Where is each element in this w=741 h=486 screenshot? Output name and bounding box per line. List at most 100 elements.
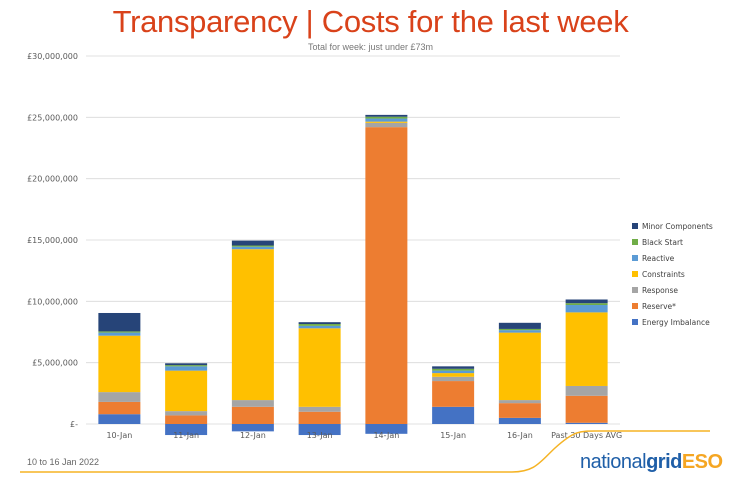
bar-segment-constraints (298, 328, 341, 407)
bar-segment-energy-imbalance (98, 414, 141, 424)
legend-item: Response (632, 282, 713, 298)
legend-swatch-icon (632, 223, 638, 229)
legend-label: Minor Components (642, 221, 713, 231)
chart-subtitle: Total for week: just under £73m (307, 42, 434, 52)
bar-segment-reactive (565, 305, 608, 313)
bar-segment-energy-imbalance (298, 424, 341, 436)
bar-segment-reactive (498, 330, 541, 333)
bar-segment-reserve (165, 415, 208, 424)
bar-segment-energy-imbalance (231, 424, 274, 432)
bar-segment-energy-imbalance (365, 424, 408, 434)
bar-segment-response (231, 400, 274, 407)
legend-swatch-icon (632, 271, 638, 277)
legend-label: Reserve* (642, 301, 676, 311)
bar-segment-black-start (565, 303, 608, 306)
x-tick-label: 12-Jan (240, 431, 266, 440)
x-tick-label: 10-Jan (106, 431, 132, 440)
legend-label: Response (642, 285, 679, 295)
bar-segment-reactive (98, 332, 141, 336)
bar-segment-energy-imbalance (432, 406, 475, 424)
gridlines (86, 55, 620, 425)
logo-grid: grid (646, 451, 682, 473)
legend-swatch-icon (632, 239, 638, 245)
bar-segment-minor-components (231, 240, 274, 246)
bar-segment-minor-components (565, 299, 608, 304)
legend-item: Black Start (632, 234, 713, 250)
legend: Minor Components Black Start Reactive Const… (632, 218, 713, 330)
bar-segment-black-start (498, 328, 541, 331)
legend-item: Minor Components (632, 218, 713, 234)
bar-segment-response (165, 411, 208, 416)
bar-segment-response (565, 385, 608, 396)
y-tick-label: £10,000,000 (27, 297, 78, 306)
legend-label: Black Start (642, 237, 683, 247)
y-tick-label: £20,000,000 (27, 175, 78, 184)
bar-segment-response (365, 122, 408, 128)
legend-item: Reactive (632, 250, 713, 266)
bar-segment-black-start (231, 245, 274, 247)
logo-eso: ESO (681, 451, 723, 473)
bar-segment-reserve (365, 127, 408, 424)
logo-national: national (580, 451, 647, 473)
bar-segment-energy-imbalance (165, 424, 208, 436)
bar-segment-energy-imbalance (498, 417, 541, 424)
y-tick-label: £25,000,000 (27, 113, 78, 122)
x-tick-label: 16-Jan (507, 431, 533, 440)
bar-segment-black-start (432, 368, 475, 371)
legend-swatch-icon (632, 319, 638, 325)
bar-segment-minor-components (498, 322, 541, 329)
bar-segment-reactive (231, 246, 274, 250)
bar-segment-response (98, 392, 141, 402)
y-tick-label: £15,000,000 (27, 236, 78, 245)
bar-segment-constraints (165, 370, 208, 412)
legend-swatch-icon (632, 303, 638, 309)
legend-item: Constraints (632, 266, 713, 282)
bar-segment-reserve (565, 395, 608, 423)
bar-segment-minor-components (432, 366, 475, 369)
legend-swatch-icon (632, 287, 638, 293)
x-tick-label: 13-Jan (307, 431, 333, 440)
bars (98, 114, 608, 436)
bar-segment-reserve (432, 381, 475, 407)
bar-segment-response (498, 400, 541, 404)
bar-segment-reserve (98, 401, 141, 415)
bar-segment-reactive (298, 325, 341, 329)
legend-item: Energy Imbalance (632, 314, 713, 330)
bar-segment-black-start (98, 331, 141, 333)
bar-segment-reactive (365, 118, 408, 122)
legend-swatch-icon (632, 255, 638, 261)
bar-segment-reserve (231, 406, 274, 424)
bar-segment-reserve (498, 403, 541, 418)
bar-segment-reactive (165, 366, 208, 371)
bar-segment-black-start (165, 365, 208, 367)
bar-segment-constraints (365, 121, 408, 123)
y-axis-ticks: £- £5,000,000 £10,000,000 £15,000,000 £20,00… (27, 52, 78, 429)
bar-segment-minor-components (298, 322, 341, 325)
bar-segment-energy-imbalance (565, 422, 608, 424)
bar-segment-constraints (565, 312, 608, 386)
legend-label: Energy Imbalance (642, 317, 710, 327)
bar-segment-reserve (298, 411, 341, 424)
x-tick-label: 15-Jan (440, 431, 466, 440)
bar-segment-response (298, 406, 341, 412)
bar-segment-minor-components (98, 312, 141, 332)
bar-segment-minor-components (165, 363, 208, 366)
x-tick-label: 11-Jan (173, 431, 199, 440)
legend-label: Constraints (642, 269, 685, 279)
bar-segment-constraints (432, 373, 475, 377)
y-tick-label: £5,000,000 (32, 359, 78, 368)
x-axis-ticks: 10-Jan 11-Jan 12-Jan 13-Jan 14-Jan 15-Jan 16-J… (106, 431, 622, 440)
bar-segment-response (432, 376, 475, 382)
bar-segment-constraints (98, 335, 141, 393)
bar-segment-minor-components (365, 114, 408, 117)
bar-segment-constraints (498, 332, 541, 401)
y-tick-label: £30,000,000 (27, 52, 78, 61)
x-tick-label: Past 30 Days AVG (551, 431, 622, 440)
legend-label: Reactive (642, 253, 675, 263)
national-grid-eso-logo: nationalgridESO (580, 451, 723, 474)
chart-title: Transparency | Costs for the last week (112, 4, 629, 39)
x-tick-label: 14-Jan (373, 431, 399, 440)
date-range: 10 to 16 Jan 2022 (27, 457, 100, 467)
